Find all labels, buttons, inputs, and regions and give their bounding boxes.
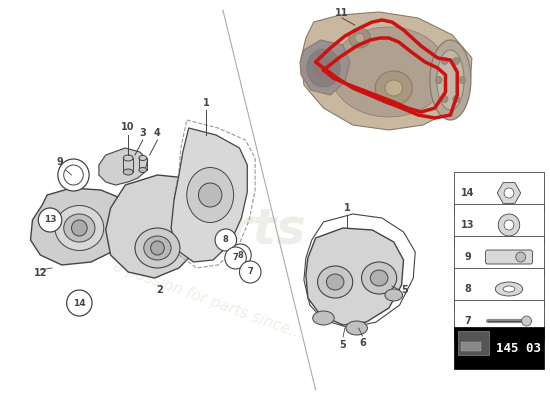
Ellipse shape xyxy=(313,311,334,325)
Text: 145 03: 145 03 xyxy=(496,342,541,354)
Text: 11: 11 xyxy=(335,8,349,18)
Ellipse shape xyxy=(317,266,353,298)
Ellipse shape xyxy=(385,80,403,96)
FancyBboxPatch shape xyxy=(458,331,490,355)
FancyBboxPatch shape xyxy=(454,236,544,276)
Polygon shape xyxy=(99,148,148,185)
Polygon shape xyxy=(106,175,206,278)
Text: 1: 1 xyxy=(344,203,350,213)
Circle shape xyxy=(225,247,246,269)
Polygon shape xyxy=(301,12,472,130)
Text: 5: 5 xyxy=(402,285,408,295)
Text: 13: 13 xyxy=(44,216,56,224)
Circle shape xyxy=(39,208,62,232)
Text: euroParts: euroParts xyxy=(32,206,306,254)
Ellipse shape xyxy=(64,214,95,242)
Text: 14: 14 xyxy=(73,298,86,308)
Circle shape xyxy=(504,188,514,198)
Circle shape xyxy=(215,229,236,251)
Text: a passion for parts since...: a passion for parts since... xyxy=(111,258,306,342)
Circle shape xyxy=(435,76,442,84)
Text: 12: 12 xyxy=(34,268,47,278)
Ellipse shape xyxy=(307,49,340,87)
Ellipse shape xyxy=(315,58,332,78)
FancyBboxPatch shape xyxy=(461,342,481,350)
Polygon shape xyxy=(306,228,404,325)
FancyBboxPatch shape xyxy=(454,204,544,244)
Ellipse shape xyxy=(144,236,171,260)
Circle shape xyxy=(441,96,448,102)
Circle shape xyxy=(64,165,83,185)
Ellipse shape xyxy=(139,168,147,172)
Ellipse shape xyxy=(55,206,104,250)
Polygon shape xyxy=(30,188,130,265)
Text: 5: 5 xyxy=(339,340,347,350)
Text: 8: 8 xyxy=(223,236,229,244)
Circle shape xyxy=(516,252,526,262)
Ellipse shape xyxy=(375,71,412,105)
FancyBboxPatch shape xyxy=(454,327,544,369)
Ellipse shape xyxy=(385,289,403,301)
Circle shape xyxy=(453,96,460,102)
FancyBboxPatch shape xyxy=(486,250,532,264)
FancyBboxPatch shape xyxy=(454,268,544,308)
Circle shape xyxy=(522,316,531,326)
Ellipse shape xyxy=(370,270,388,286)
Circle shape xyxy=(72,220,87,236)
FancyBboxPatch shape xyxy=(454,300,544,340)
Polygon shape xyxy=(300,40,350,95)
Ellipse shape xyxy=(361,262,397,294)
Ellipse shape xyxy=(503,286,515,292)
Circle shape xyxy=(441,58,448,64)
Text: 10: 10 xyxy=(122,122,135,132)
Circle shape xyxy=(151,241,164,255)
Circle shape xyxy=(498,214,520,236)
FancyBboxPatch shape xyxy=(454,172,544,212)
Circle shape xyxy=(504,220,514,230)
Polygon shape xyxy=(171,128,248,262)
Circle shape xyxy=(453,58,460,64)
Ellipse shape xyxy=(139,156,147,160)
Text: 8: 8 xyxy=(465,284,471,294)
Text: 9: 9 xyxy=(465,252,471,262)
Ellipse shape xyxy=(496,282,522,296)
Ellipse shape xyxy=(187,168,234,222)
Text: 14: 14 xyxy=(461,188,475,198)
Text: 1: 1 xyxy=(203,98,210,108)
Ellipse shape xyxy=(437,50,464,110)
Text: 7: 7 xyxy=(233,254,239,262)
Ellipse shape xyxy=(355,34,365,42)
Ellipse shape xyxy=(123,155,133,161)
Circle shape xyxy=(459,76,465,84)
Ellipse shape xyxy=(346,321,367,335)
Circle shape xyxy=(199,183,222,207)
Ellipse shape xyxy=(123,169,133,175)
Ellipse shape xyxy=(349,28,370,48)
Ellipse shape xyxy=(331,27,448,117)
Text: 2: 2 xyxy=(156,285,163,295)
Text: 7: 7 xyxy=(248,268,253,276)
Circle shape xyxy=(230,244,251,266)
Text: 3: 3 xyxy=(140,128,146,138)
Text: 13: 13 xyxy=(461,220,475,230)
Circle shape xyxy=(67,290,92,316)
Text: 4: 4 xyxy=(154,128,161,138)
Ellipse shape xyxy=(430,40,471,120)
Ellipse shape xyxy=(135,228,180,268)
Text: 8: 8 xyxy=(238,250,243,260)
Ellipse shape xyxy=(326,274,344,290)
Circle shape xyxy=(239,261,261,283)
Text: 9: 9 xyxy=(57,157,64,167)
Text: 6: 6 xyxy=(359,338,366,348)
Circle shape xyxy=(58,159,89,191)
Text: 7: 7 xyxy=(465,316,471,326)
